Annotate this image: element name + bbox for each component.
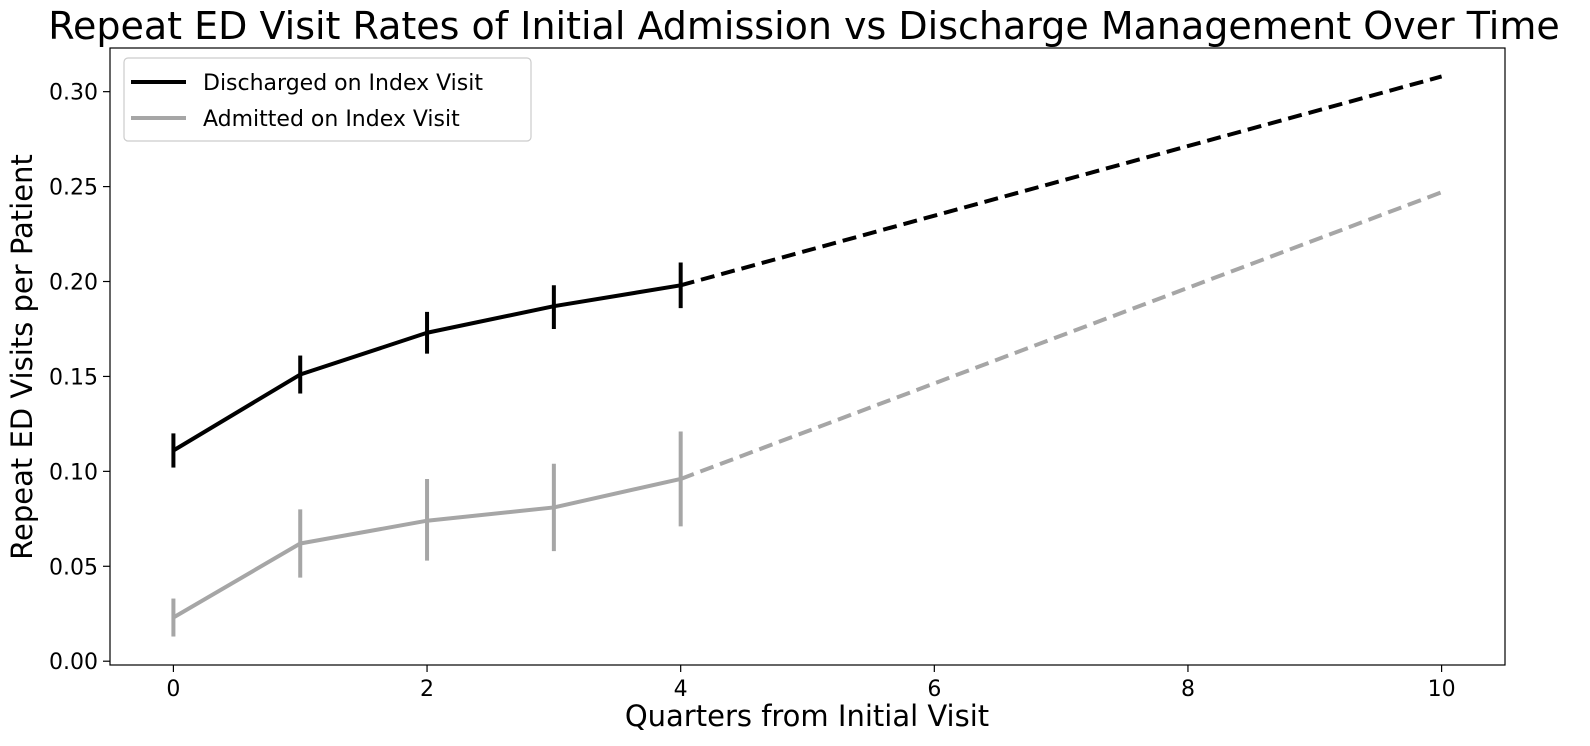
legend: Discharged on Index Visit Admitted on In…: [123, 57, 532, 142]
plot-area-frame: [109, 47, 1506, 666]
y-tick-label: 0.30: [49, 81, 98, 106]
y-tick-label: 0.15: [49, 365, 98, 390]
projection-line-discharged: [680, 74, 1443, 288]
series-admitted: [171, 190, 1443, 637]
x-tick-label: 8: [1181, 677, 1195, 702]
observed-line-discharged: [172, 283, 682, 453]
x-tick-label: 10: [1428, 677, 1456, 702]
x-tick-label: 2: [420, 677, 434, 702]
x-axis-label: Quarters from Initial Visit: [625, 699, 989, 733]
y-tick-label: 0.00: [49, 650, 98, 675]
y-tick-label: 0.05: [49, 555, 98, 580]
x-tick-label: 0: [166, 677, 180, 702]
legend-label-admitted: Admitted on Index Visit: [203, 107, 460, 132]
x-tick-label: 4: [674, 677, 688, 702]
y-axis-label: Repeat ED Visits per Patient: [5, 154, 39, 560]
y-tick-label: 0.20: [49, 271, 98, 296]
y-axis: 0.00 0.05 0.10 0.15 0.20 0.25 0.30: [49, 81, 110, 675]
series-discharged: [171, 74, 1443, 468]
series-layer: [171, 74, 1443, 637]
y-tick-label: 0.10: [49, 460, 98, 485]
legend-label-discharged: Discharged on Index Visit: [203, 71, 483, 96]
x-tick-label: 6: [927, 677, 941, 702]
projection-line-admitted: [679, 190, 1443, 481]
x-axis: 0 2 4 6 8 10: [166, 665, 1456, 702]
legend-box: [123, 57, 532, 142]
chart-title: Repeat ED Visit Rates of Initial Admissi…: [48, 4, 1559, 48]
y-tick-label: 0.25: [49, 176, 98, 201]
